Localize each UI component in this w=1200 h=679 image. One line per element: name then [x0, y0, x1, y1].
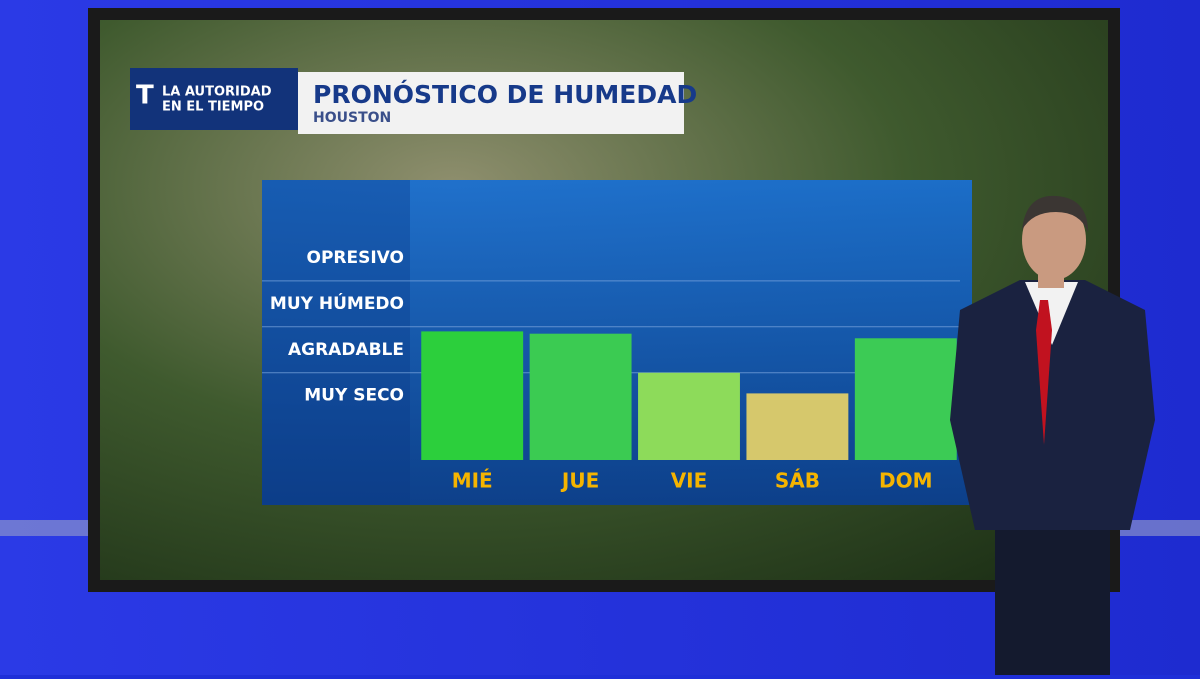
x-tick-label: SÁB — [775, 469, 820, 493]
y-tick-label: MUY SECO — [304, 386, 404, 406]
presenter-suit — [950, 280, 1155, 530]
bar — [854, 338, 957, 460]
presenter — [950, 195, 1155, 675]
y-tick-label: AGRADABLE — [288, 340, 404, 360]
x-tick-label: JUE — [560, 469, 599, 493]
presenter-face — [1022, 200, 1086, 280]
presenter-hair — [1022, 195, 1088, 232]
label-column — [262, 180, 410, 505]
brand-line: EN EL TIEMPO — [162, 100, 264, 115]
bar — [421, 331, 524, 460]
presenter-tie — [1036, 300, 1052, 445]
x-tick-label: DOM — [879, 469, 933, 493]
y-tick-label: MUY HÚMEDO — [270, 292, 404, 314]
brand-line: LA AUTORIDAD — [162, 85, 272, 100]
brand-box — [130, 68, 298, 130]
chart-subtitle: HOUSTON — [313, 110, 391, 126]
chart-title: PRONÓSTICO DE HUMEDAD — [313, 79, 697, 109]
presenter-shirt — [1025, 282, 1078, 345]
bar — [746, 393, 849, 460]
title-box — [298, 72, 684, 134]
y-tick-label: OPRESIVO — [307, 248, 405, 268]
x-tick-label: VIE — [671, 469, 708, 493]
plot: MUY SECO AGRADABLE MUY HÚMEDO OPRESIVO MIÉ JU… — [262, 248, 960, 493]
brand-logo: T — [136, 81, 154, 111]
bar — [529, 333, 632, 460]
x-tick-label: MIÉ — [452, 469, 493, 493]
bar — [638, 372, 740, 460]
